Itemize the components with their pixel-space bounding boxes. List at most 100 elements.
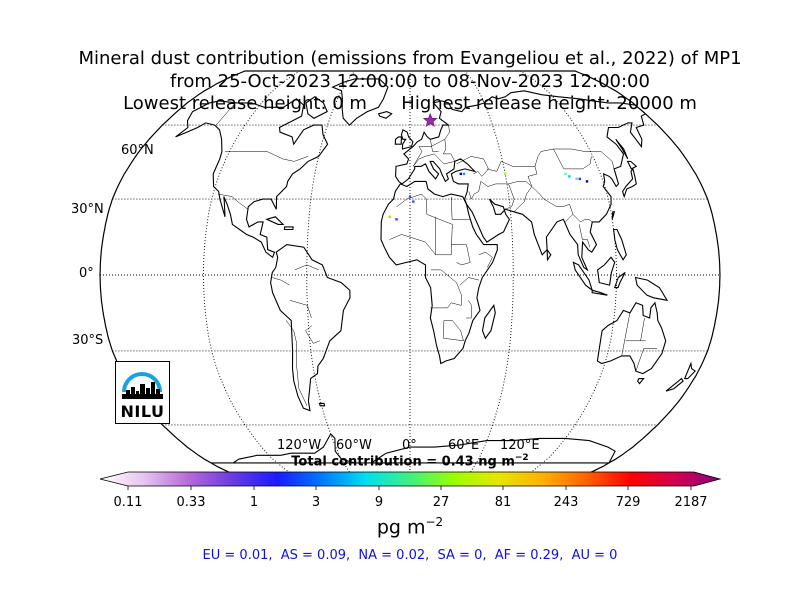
- coastline-segment: [683, 361, 696, 380]
- border-segment: [578, 224, 591, 248]
- lon-label-120w: 120°W: [277, 438, 322, 453]
- lon-label-60w: 60°W: [336, 438, 372, 453]
- colorbar-tick: 243: [553, 495, 579, 510]
- dust-point: [408, 195, 412, 198]
- dust-point: [462, 172, 466, 176]
- lat-label-0: 0°: [79, 266, 94, 281]
- border-segment: [459, 277, 479, 286]
- coastline-segment: [572, 261, 594, 292]
- coastline-segment: [546, 247, 552, 262]
- border-segment: [486, 148, 615, 172]
- lon-label-120e: 120°E: [500, 438, 540, 453]
- border-segment: [508, 181, 533, 212]
- lat-label-60n: 60°N: [121, 143, 154, 158]
- border-segment: [430, 139, 439, 152]
- border-segment: [225, 151, 308, 162]
- coastline-segment: [395, 90, 647, 272]
- total-contribution-text: Total contribution = 0.43 ng m: [291, 454, 515, 470]
- colorbar-tick: 27: [432, 495, 450, 510]
- lon-label-0: 0°: [402, 438, 417, 453]
- total-contribution: Total contribution = 0.43 ng m−2: [0, 453, 800, 469]
- nilu-logo-icon: [122, 372, 163, 399]
- nilu-logo: NILU: [115, 361, 170, 424]
- figure-title-line-3: Lowest release height: 0 m Highest relea…: [123, 93, 697, 114]
- border-segment: [443, 320, 464, 342]
- dust-point: [395, 218, 398, 221]
- coastlines: [175, 78, 696, 464]
- coastline-segment: [621, 167, 637, 199]
- dust-point: [585, 180, 589, 183]
- colorbar-tick: 3: [311, 495, 321, 510]
- border-segment: [289, 300, 312, 319]
- coastline-segment: [400, 128, 414, 150]
- colorbar-body: [99, 471, 722, 487]
- border-segment: [468, 181, 482, 200]
- coastline-segment: [626, 160, 638, 170]
- dust-point: [504, 172, 507, 176]
- coastline-segment: [265, 216, 285, 225]
- coastline-segment: [612, 228, 627, 261]
- coastline-segment: [611, 211, 616, 220]
- coastline-segment: [377, 111, 393, 119]
- colorbar-tick: 0.11: [113, 495, 143, 510]
- coastline-segment: [591, 289, 608, 296]
- coastline-segment: [481, 304, 496, 340]
- coastline-segment: [394, 136, 402, 145]
- colorbar-tick: 81: [494, 495, 512, 510]
- border-segment: [531, 186, 574, 223]
- border-segment: [215, 104, 234, 126]
- border-segment: [572, 214, 593, 223]
- coastline-segment: [318, 402, 326, 407]
- coastline-segment: [380, 180, 498, 365]
- coastline-segment: [634, 276, 669, 302]
- total-contribution-exponent: −2: [514, 453, 529, 463]
- coastline-segment: [270, 244, 351, 412]
- dust-point: [412, 200, 415, 203]
- border-segment: [456, 156, 489, 177]
- border-segment: [412, 138, 456, 167]
- country-borders: [215, 104, 657, 406]
- lon-label-60e: 60°E: [448, 438, 480, 453]
- border-segment: [450, 196, 471, 220]
- coastline-segment: [283, 226, 294, 231]
- border-segment: [434, 216, 436, 255]
- dust-point: [575, 177, 578, 181]
- coastline-segment: [175, 98, 329, 259]
- lat-label-30s: 30°S: [72, 333, 104, 348]
- dust-point: [568, 175, 571, 178]
- coastline-segment: [665, 377, 684, 392]
- border-segment: [389, 193, 453, 256]
- border-segment: [553, 148, 592, 170]
- border-segment: [444, 125, 450, 140]
- border-segment: [621, 312, 631, 356]
- regional-contributions: EU = 0.01, AS = 0.09, NA = 0.02, SA = 0,…: [202, 548, 618, 563]
- coastline-segment: [615, 138, 629, 160]
- colorbar-tick: 1: [249, 495, 259, 510]
- release-site-star-icon: [422, 112, 438, 127]
- border-segment: [285, 320, 308, 406]
- lat-label-30n: 30°N: [71, 202, 104, 217]
- units-main: pg m: [376, 516, 426, 539]
- dust-point: [578, 177, 581, 181]
- coastline-segment: [331, 78, 389, 126]
- colorbar-tick: 9: [374, 495, 384, 510]
- units-exponent: −2: [425, 515, 444, 529]
- border-segment: [640, 317, 645, 341]
- border-segment: [294, 264, 319, 271]
- coastline-segment: [613, 272, 626, 289]
- border-segment: [305, 325, 320, 344]
- dust-point: [388, 215, 391, 218]
- coastline-segment: [596, 301, 667, 375]
- coastline-segment: [211, 432, 616, 464]
- map-boundary: [99, 70, 721, 480]
- figure-title-line-1: Mineral dust contribution (emissions fro…: [78, 48, 742, 69]
- coastline-segment: [305, 96, 328, 119]
- graticule-lines: [100, 71, 720, 479]
- colorbar-tick: 0.33: [176, 495, 206, 510]
- colorbar-tick: 729: [615, 495, 641, 510]
- figure-title-line-2: from 25-Oct-2023 12:00:00 to 08-Nov-2023…: [170, 71, 650, 92]
- coastline-segment: [597, 256, 616, 286]
- border-segment: [217, 193, 249, 210]
- colorbar-tick: 2187: [674, 495, 708, 510]
